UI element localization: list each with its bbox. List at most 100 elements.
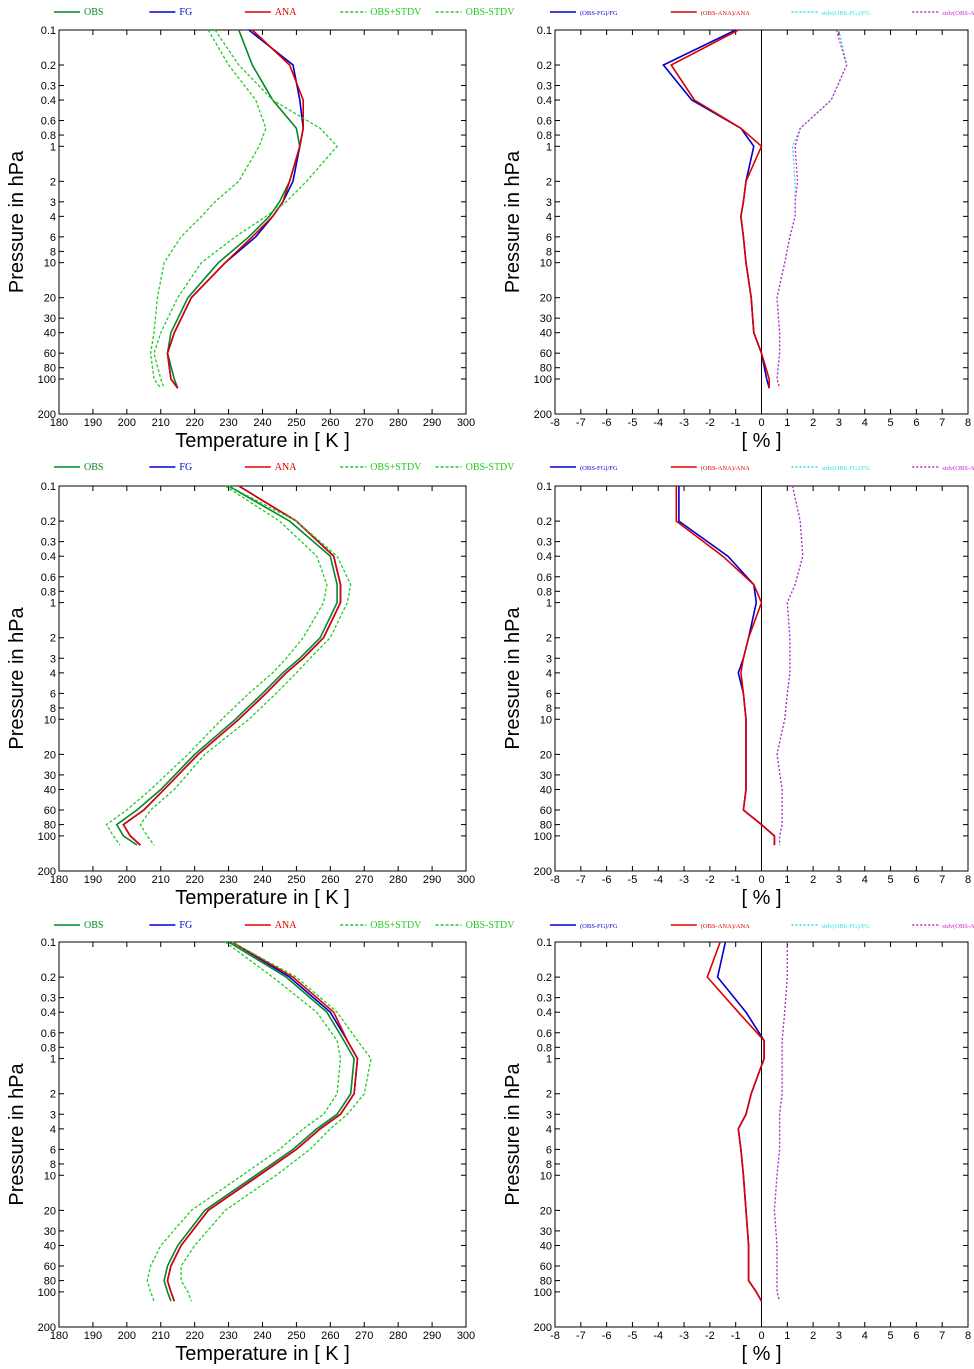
x-tick-label: -7	[576, 874, 586, 886]
legend-label: ANA	[275, 920, 297, 931]
x-tick-label: -6	[602, 1330, 612, 1342]
y-tick-label: 1	[546, 141, 552, 153]
y-tick-label: 100	[38, 374, 56, 386]
x-tick-label: -3	[679, 417, 689, 429]
series-line-obs-stdv	[149, 29, 267, 389]
y-tick-label: 60	[44, 348, 56, 360]
x-tick-label: 7	[939, 1330, 945, 1342]
y-tick-label: 30	[540, 1226, 552, 1238]
x-tick-label: 270	[355, 874, 373, 886]
y-tick-label: 30	[44, 1226, 56, 1238]
y-tick-label: 80	[540, 363, 552, 375]
x-tick-label: 1	[784, 1330, 790, 1342]
y-tick-label: 6	[50, 688, 56, 700]
y-tick-label: 4	[546, 1124, 552, 1136]
y-tick-label: 6	[50, 232, 56, 244]
y-tick-label: 0.1	[537, 25, 552, 37]
x-tick-label: 250	[287, 1330, 305, 1342]
y-axis-label: Pressure in hPa	[502, 150, 524, 293]
x-tick-label: 2	[810, 874, 816, 886]
plot-frame	[58, 485, 467, 872]
x-tick-label: 270	[355, 417, 373, 429]
x-tick-label: -5	[628, 1330, 638, 1342]
y-tick-label: 30	[44, 770, 56, 782]
series-line-obs-stdv	[153, 29, 338, 389]
x-tick-label: 6	[913, 874, 919, 886]
x-tick-label: 240	[253, 1330, 271, 1342]
x-tick-label: -2	[705, 1330, 715, 1342]
y-tick-label: 40	[540, 784, 552, 796]
legend-label: FG	[179, 920, 192, 931]
series-line-stdv-obs-fg-fg	[776, 485, 804, 846]
y-tick-label: 0.4	[537, 551, 552, 563]
y-tick-label: 60	[540, 348, 552, 360]
y-tick-label: 10	[540, 258, 552, 270]
x-tick-label: 230	[219, 417, 237, 429]
x-tick-label: 190	[84, 1330, 102, 1342]
y-tick-label: 0.1	[537, 481, 552, 493]
y-tick-label: 0.8	[41, 1042, 56, 1054]
series-line-ana	[166, 941, 359, 1302]
y-tick-label: 8	[50, 246, 56, 258]
legend: OBS FG ANA OBS+STDV OBS-STDV	[54, 462, 515, 473]
chart-panel-6: -8 -7 -6 -5 -4 -3 -2 -1 0 1 2 3 4 5 6 7 8 0.1 0.2 0.3 0.4 0.6…	[502, 923, 974, 1365]
plot-frame	[58, 941, 467, 1328]
y-tick-label: 0.8	[537, 1042, 552, 1054]
series-line-obs-stdv	[105, 485, 328, 846]
x-tick-label: 280	[389, 1330, 407, 1342]
legend-label: OBS-STDV	[466, 462, 516, 473]
x-tick-label: 300	[457, 874, 475, 886]
x-tick-label: 290	[423, 874, 441, 886]
x-tick-label: 0	[758, 417, 764, 429]
x-tick-label: 1	[784, 417, 790, 429]
x-tick-label: 240	[253, 417, 271, 429]
series-line--obs-fg-fg	[662, 29, 770, 389]
y-tick-label: 2	[546, 1089, 552, 1101]
y-tick-label: 2	[546, 633, 552, 645]
y-tick-label: 200	[534, 409, 552, 421]
x-tick-label: 200	[118, 874, 136, 886]
legend-label: OBS-STDV	[466, 7, 516, 18]
y-tick-label: 0.6	[41, 572, 56, 584]
series-line-obs	[166, 29, 301, 389]
y-tick-label: 0.2	[537, 516, 552, 528]
y-tick-label: 100	[38, 831, 56, 843]
y-tick-label: 10	[540, 714, 552, 726]
y-tick-label: 4	[50, 211, 56, 223]
legend-label: (OBS-FG)/FG	[580, 923, 618, 930]
y-tick-label: 3	[546, 653, 552, 665]
y-tick-label: 2	[50, 633, 56, 645]
y-tick-label: 0.6	[537, 116, 552, 128]
x-tick-label: 280	[389, 874, 407, 886]
x-axis-label: Temperature in [ K ]	[175, 887, 350, 909]
x-tick-label: 0	[758, 1330, 764, 1342]
y-tick-label: 20	[540, 293, 552, 305]
y-tick-label: 0.6	[41, 116, 56, 128]
y-tick-label: 10	[540, 1170, 552, 1182]
y-tick-label: 0.1	[41, 937, 56, 949]
legend-label: OBS-STDV	[466, 920, 516, 931]
y-tick-label: 8	[546, 1159, 552, 1171]
legend-label: (OBS-ANA)/ANA	[701, 923, 750, 930]
y-tick-label: 0.6	[537, 1028, 552, 1040]
y-tick-label: 10	[44, 258, 56, 270]
y-tick-label: 0.1	[41, 25, 56, 37]
series-line--obs-fg-fg	[678, 486, 776, 846]
legend-label: OBS+STDV	[370, 7, 422, 18]
x-tick-label: -3	[679, 874, 689, 886]
y-tick-label: 3	[546, 197, 552, 209]
y-tick-label: 10	[44, 714, 56, 726]
y-axis-label: Pressure in hPa	[502, 1062, 524, 1205]
y-tick-label: 100	[38, 1287, 56, 1299]
y-tick-label: 60	[44, 805, 56, 817]
legend: OBS FG ANA OBS+STDV OBS-STDV	[54, 920, 515, 931]
x-tick-label: 7	[939, 417, 945, 429]
y-tick-label: 4	[50, 1124, 56, 1136]
series-line-stdv-obs-an-ana	[776, 485, 804, 846]
legend: (OBS-FG)/FG (OBS-ANA)/ANA stdv(OBS-FG)/FG s…	[550, 923, 974, 930]
x-tick-label: 200	[118, 417, 136, 429]
x-tick-label: -1	[731, 874, 741, 886]
y-tick-label: 0.1	[41, 481, 56, 493]
legend-label: OBS+STDV	[370, 462, 422, 473]
legend-label: (OBS-ANA)/ANA	[701, 465, 750, 472]
